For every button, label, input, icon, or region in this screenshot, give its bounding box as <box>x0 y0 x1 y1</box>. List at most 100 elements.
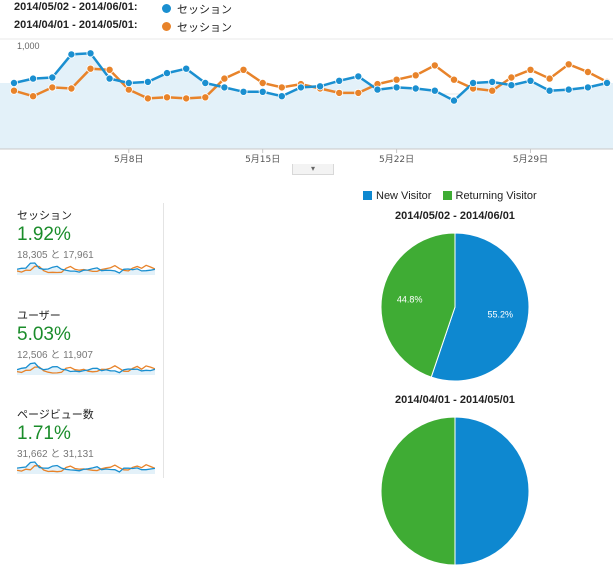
current-data-point[interactable] <box>564 85 573 94</box>
current-series-points <box>9 49 612 105</box>
current-data-point[interactable] <box>488 77 497 86</box>
current-data-point[interactable] <box>220 83 229 92</box>
previous-data-point[interactable] <box>124 85 133 94</box>
current-data-point[interactable] <box>67 50 76 59</box>
current-data-point[interactable] <box>239 87 248 96</box>
current-data-point[interactable] <box>316 82 325 91</box>
previous-data-point[interactable] <box>564 60 573 69</box>
sparkline-current-line <box>16 362 156 374</box>
previous-data-point[interactable] <box>201 93 210 102</box>
previous-data-point[interactable] <box>545 74 554 83</box>
y-axis-label-max: 1,000 <box>17 41 40 51</box>
current-data-point[interactable] <box>411 84 420 93</box>
x-axis-tick-label: 5月22日 <box>379 154 414 165</box>
current-data-point[interactable] <box>296 83 305 92</box>
current-data-point[interactable] <box>603 79 612 88</box>
pie-chart-current[interactable]: 55.2% 44.8% <box>377 229 533 385</box>
previous-series-dot-icon <box>162 22 171 31</box>
previous-data-point[interactable] <box>67 84 76 93</box>
pie-chart-previous[interactable] <box>377 413 533 569</box>
collapse-chart-handle[interactable]: ▾ <box>292 164 334 175</box>
legend-item-new-visitor[interactable]: New Visitor <box>363 190 431 202</box>
current-data-point[interactable] <box>449 96 458 105</box>
metric-pageviews[interactable]: ページビュー数 1.71% 31,662 と 31,131 <box>16 406 157 479</box>
current-data-point[interactable] <box>182 64 191 73</box>
current-data-point[interactable] <box>201 79 210 88</box>
metric-comparison: 12,506 と 11,907 <box>17 350 93 361</box>
current-data-point[interactable] <box>526 76 535 85</box>
current-data-point[interactable] <box>583 83 592 92</box>
pie-slice-label: 44.8% <box>397 295 423 305</box>
current-data-point[interactable] <box>29 74 38 83</box>
current-data-point[interactable] <box>392 83 401 92</box>
metric-change-percent: 1.92% <box>17 224 71 245</box>
sparkline <box>16 262 156 275</box>
metric-sessions[interactable]: セッション 1.92% 18,305 と 17,961 <box>16 207 157 280</box>
current-data-point[interactable] <box>545 86 554 95</box>
pie-slice-new-visitor[interactable] <box>454 416 530 566</box>
previous-data-point[interactable] <box>258 79 267 88</box>
current-data-point[interactable] <box>469 79 478 88</box>
previous-data-point[interactable] <box>488 86 497 95</box>
sparkline-current-line <box>16 262 156 274</box>
metric-comparison: 31,662 と 31,131 <box>17 449 94 460</box>
previous-data-point[interactable] <box>507 73 516 82</box>
pie-legend: New Visitor Returning Visitor <box>363 190 545 202</box>
current-data-point[interactable] <box>124 79 133 88</box>
previous-series-points <box>9 60 612 103</box>
legend-row-current: 2014/05/02 - 2014/06/01: セッション <box>14 1 232 19</box>
previous-data-point[interactable] <box>335 88 344 97</box>
metric-change-percent: 5.03% <box>17 324 71 345</box>
current-data-point[interactable] <box>430 86 439 95</box>
chevron-down-icon: ▾ <box>310 164 315 173</box>
current-data-point[interactable] <box>258 87 267 96</box>
pie-slice-returning-visitor[interactable] <box>380 416 456 566</box>
previous-data-point[interactable] <box>162 93 171 102</box>
previous-data-point[interactable] <box>29 92 38 101</box>
legend-label: New Visitor <box>376 190 432 202</box>
current-data-point[interactable] <box>373 85 382 94</box>
current-data-point[interactable] <box>277 92 286 101</box>
previous-data-point[interactable] <box>411 71 420 80</box>
current-data-point[interactable] <box>9 79 18 88</box>
previous-data-point[interactable] <box>182 94 191 103</box>
metric-name: ページビュー数 <box>17 409 94 421</box>
current-data-point[interactable] <box>48 73 57 82</box>
previous-data-point[interactable] <box>583 67 592 76</box>
pie-slice-returning-visitor[interactable] <box>380 232 456 378</box>
returning-visitor-swatch-icon <box>442 191 452 200</box>
current-data-point[interactable] <box>335 76 344 85</box>
metric-users[interactable]: ユーザー 5.03% 12,506 と 11,907 <box>16 307 157 380</box>
x-axis-labels: 5月8日 5月15日 5月22日 5月29日 <box>114 149 548 165</box>
pie-slice-new-visitor[interactable] <box>430 232 530 382</box>
current-data-point[interactable] <box>86 49 95 58</box>
previous-data-point[interactable] <box>449 75 458 84</box>
current-data-point[interactable] <box>143 77 152 86</box>
sparkline-current-line <box>16 461 156 473</box>
previous-series-name: セッション <box>177 22 232 34</box>
previous-data-point[interactable] <box>143 94 152 103</box>
current-data-point[interactable] <box>162 69 171 78</box>
previous-data-point[interactable] <box>105 65 114 74</box>
current-data-point[interactable] <box>105 74 114 83</box>
previous-data-point[interactable] <box>430 61 439 70</box>
previous-data-point[interactable] <box>9 86 18 95</box>
metric-name: セッション <box>17 210 72 222</box>
panel-divider <box>163 203 164 478</box>
current-series-area <box>0 53 613 149</box>
current-data-point[interactable] <box>354 72 363 81</box>
previous-data-point[interactable] <box>220 74 229 83</box>
previous-data-point[interactable] <box>239 65 248 74</box>
current-data-point[interactable] <box>507 81 516 90</box>
previous-data-point[interactable] <box>48 83 57 92</box>
previous-data-point[interactable] <box>277 83 286 92</box>
previous-data-point[interactable] <box>392 75 401 84</box>
x-axis-tick-label: 5月8日 <box>114 154 143 165</box>
legend-label: Returning Visitor <box>455 190 537 202</box>
previous-data-point[interactable] <box>526 65 535 74</box>
previous-data-point[interactable] <box>86 64 95 73</box>
legend-item-returning-visitor[interactable]: Returning Visitor <box>442 190 537 202</box>
pie-title-previous: 2014/04/01 - 2014/05/01 <box>395 394 515 406</box>
previous-data-point[interactable] <box>354 88 363 97</box>
